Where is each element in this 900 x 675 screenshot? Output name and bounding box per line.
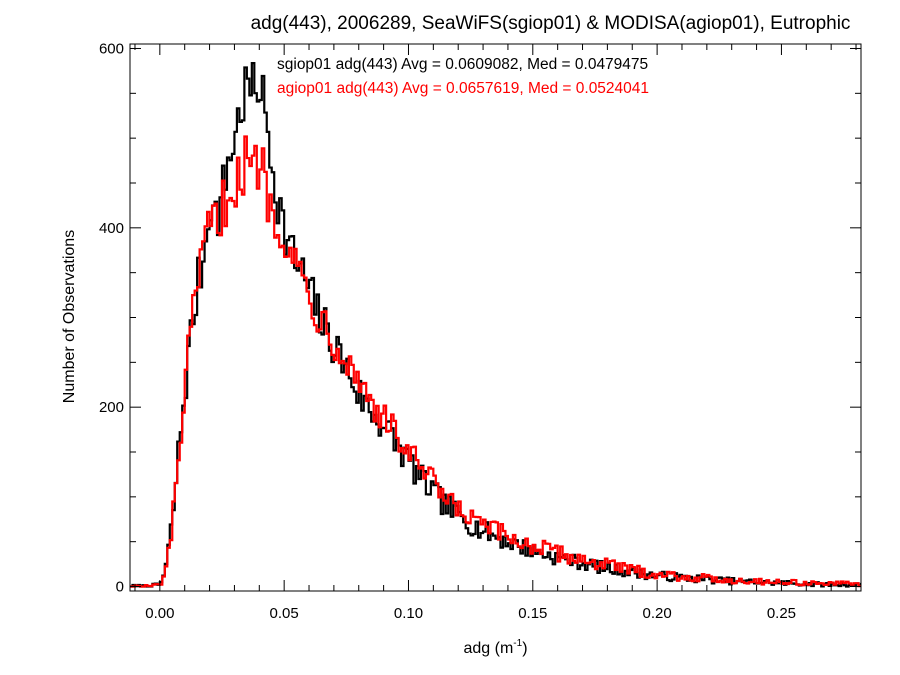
y-tick-label: 600 bbox=[99, 40, 124, 57]
series-line-1 bbox=[130, 62, 861, 588]
chart-title: adg(443), 2006289, SeaWiFS(sgiop01) & MO… bbox=[251, 13, 851, 34]
series-line-2 bbox=[130, 135, 861, 588]
x-axis-label: adg (m-1) bbox=[463, 638, 527, 657]
y-axis-label: Number of Observations bbox=[61, 230, 78, 403]
axes-layer: 0.00 0.05 0.10 0.15 0.20 0.25 0 200 400 600 adg(44… bbox=[61, 13, 862, 657]
x-tick-label: 0.05 bbox=[270, 605, 299, 622]
x-tick-label: 0.15 bbox=[518, 605, 547, 622]
plot-frame bbox=[129, 43, 862, 592]
y-tick-label: 0 bbox=[116, 579, 124, 596]
legend-entry-1: sgiop01 adg(443) Avg = 0.0609082, Med = … bbox=[277, 56, 648, 73]
x-tick-label: 0.25 bbox=[767, 605, 796, 622]
legend-entry-2: agiop01 adg(443) Avg = 0.0657619, Med = … bbox=[277, 80, 649, 97]
series-layer bbox=[130, 62, 861, 588]
y-tick-label: 200 bbox=[99, 399, 124, 416]
y-tick-label: 400 bbox=[99, 220, 124, 237]
x-tick-label: 0.10 bbox=[394, 605, 423, 622]
x-tick-label: 0.20 bbox=[643, 605, 672, 622]
x-tick-label: 0.00 bbox=[145, 605, 174, 622]
